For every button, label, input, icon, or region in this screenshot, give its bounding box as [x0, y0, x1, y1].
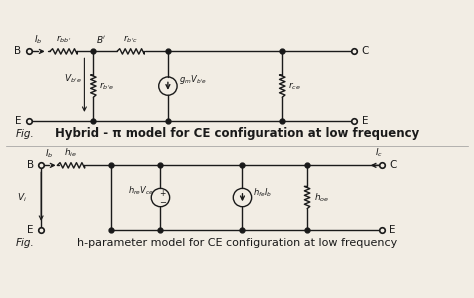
Text: $r_{bb'}$: $r_{bb'}$ — [56, 33, 71, 45]
Text: Hybrid - π model for CE configuration at low frequency: Hybrid - π model for CE configuration at… — [55, 127, 419, 140]
Text: $V_{b'e}$: $V_{b'e}$ — [64, 72, 82, 85]
Text: $r_{b'e}$: $r_{b'e}$ — [100, 80, 115, 92]
Text: $r_{b'c}$: $r_{b'c}$ — [123, 33, 138, 45]
Text: E: E — [389, 225, 396, 235]
Text: E: E — [15, 116, 21, 126]
Text: $h_{oe}$: $h_{oe}$ — [314, 191, 329, 204]
Text: $I_b$: $I_b$ — [46, 148, 54, 160]
Text: E: E — [362, 116, 368, 126]
Text: $V_i$: $V_i$ — [18, 191, 27, 204]
Text: Fig.: Fig. — [15, 238, 34, 248]
Text: $I_b$: $I_b$ — [35, 33, 43, 46]
Text: h-parameter model for CE configuration at low frequency: h-parameter model for CE configuration a… — [77, 238, 397, 248]
Text: $h_{fe}I_b$: $h_{fe}I_b$ — [254, 186, 273, 198]
Text: $g_m V_{b'e}$: $g_m V_{b'e}$ — [179, 73, 207, 86]
Text: Fig.: Fig. — [15, 129, 34, 139]
Text: −: − — [159, 198, 166, 207]
Text: $h_{ie}$: $h_{ie}$ — [64, 146, 78, 159]
Text: +: + — [159, 189, 165, 198]
Text: C: C — [389, 160, 396, 170]
Text: $h_{re}V_{ce}$: $h_{re}V_{ce}$ — [128, 184, 154, 197]
Text: C: C — [362, 46, 369, 56]
Text: B: B — [14, 46, 21, 56]
Text: E: E — [27, 225, 34, 235]
Text: $r_{ce}$: $r_{ce}$ — [288, 80, 301, 92]
Text: B: B — [27, 160, 34, 170]
Text: $B'$: $B'$ — [96, 33, 106, 44]
Text: $I_c$: $I_c$ — [375, 146, 383, 159]
